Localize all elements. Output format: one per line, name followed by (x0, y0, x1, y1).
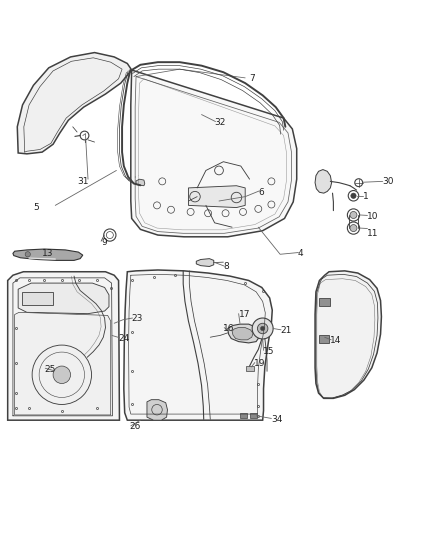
Polygon shape (17, 53, 132, 154)
Circle shape (252, 318, 273, 339)
Text: 15: 15 (263, 346, 274, 356)
Circle shape (25, 252, 30, 257)
Text: 19: 19 (254, 359, 265, 368)
Text: 24: 24 (119, 334, 130, 343)
Text: 1: 1 (363, 192, 369, 201)
Text: 6: 6 (258, 188, 264, 197)
Polygon shape (136, 179, 145, 185)
Bar (21, 292, 53, 305)
Circle shape (350, 224, 357, 231)
Polygon shape (13, 249, 83, 261)
Text: 14: 14 (330, 336, 342, 345)
Text: 30: 30 (383, 177, 394, 186)
Text: 17: 17 (239, 310, 250, 319)
Polygon shape (18, 283, 109, 313)
Text: 10: 10 (367, 212, 379, 221)
Text: 26: 26 (130, 422, 141, 431)
Text: 32: 32 (215, 118, 226, 127)
Bar (240, 413, 247, 418)
Circle shape (351, 193, 356, 198)
Polygon shape (8, 272, 120, 420)
Polygon shape (131, 70, 297, 237)
Bar (318, 335, 329, 343)
Text: 5: 5 (33, 203, 39, 212)
Bar (319, 298, 330, 306)
Text: 31: 31 (77, 177, 88, 186)
Circle shape (350, 212, 357, 219)
Text: 9: 9 (101, 238, 107, 247)
Polygon shape (196, 259, 214, 266)
Polygon shape (147, 400, 167, 420)
Polygon shape (14, 312, 111, 415)
Text: 21: 21 (280, 326, 292, 335)
Polygon shape (228, 324, 259, 343)
Text: 11: 11 (367, 229, 379, 238)
Circle shape (261, 326, 265, 330)
Polygon shape (188, 185, 245, 207)
Bar (246, 366, 254, 372)
Polygon shape (124, 270, 272, 420)
Polygon shape (232, 328, 253, 340)
Text: 13: 13 (42, 249, 54, 258)
Circle shape (258, 323, 268, 334)
Text: 34: 34 (272, 415, 283, 424)
Circle shape (53, 366, 71, 384)
Text: 4: 4 (297, 249, 303, 258)
Polygon shape (315, 271, 381, 398)
Text: 23: 23 (132, 314, 143, 324)
Bar (250, 413, 257, 418)
Text: 25: 25 (44, 365, 56, 374)
Polygon shape (315, 169, 332, 193)
Text: 16: 16 (223, 324, 235, 333)
Text: 8: 8 (223, 262, 229, 271)
Text: 7: 7 (250, 74, 255, 83)
